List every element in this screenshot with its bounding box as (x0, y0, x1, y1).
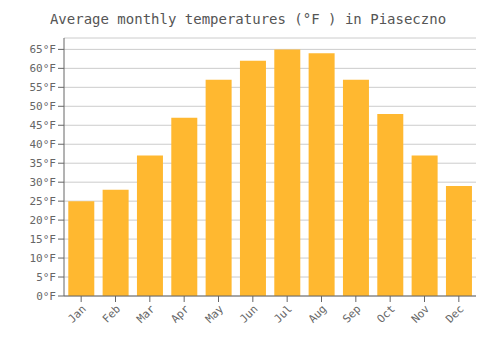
svg-text:Dec: Dec (443, 302, 466, 325)
html-text:Average monthly temperatures (: Average monthly temperatures (°F ) in Pi… (49, 11, 447, 27)
svg-text:25°F: 25°F (30, 195, 57, 208)
svg-text:20°F: 20°F (30, 214, 57, 227)
svg-text:Apr: Apr (169, 302, 193, 326)
svg-text:Jan: Jan (66, 302, 89, 325)
svg-text:30°F: 30°F (30, 176, 57, 189)
svg-text:5°F: 5°F (36, 271, 56, 284)
svg-text:0°F: 0°F (36, 290, 56, 303)
svg-text:Nov: Nov (409, 302, 433, 326)
svg-text:Oct: Oct (375, 302, 398, 325)
svg-text:Jun: Jun (237, 302, 260, 325)
svg-text:40°F: 40°F (30, 138, 57, 151)
svg-text:10°F: 10°F (30, 252, 57, 265)
svg-text:35°F: 35°F (30, 157, 57, 170)
svg-text:15°F: 15°F (30, 233, 57, 246)
svg-text:45°F: 45°F (30, 119, 57, 132)
svg-text:Aug: Aug (306, 302, 329, 325)
svg-text:60°F: 60°F (30, 62, 57, 75)
svg-text:Mar: Mar (134, 302, 158, 326)
svg-text:Feb: Feb (100, 302, 123, 325)
svg-text:65°F: 65°F (30, 43, 57, 56)
svg-text:55°F: 55°F (30, 81, 57, 94)
svg-text:May: May (203, 302, 227, 326)
svg-text:Sep: Sep (340, 302, 363, 325)
svg-text:Jul: Jul (272, 302, 295, 325)
svg-text:50°F: 50°F (30, 100, 57, 113)
